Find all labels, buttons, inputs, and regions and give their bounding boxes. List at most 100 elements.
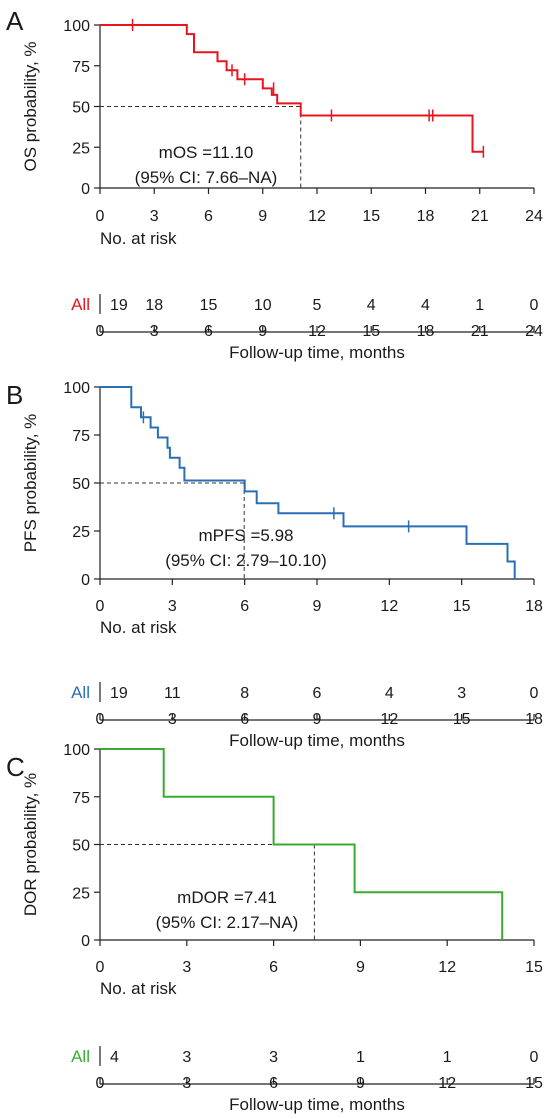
risk-x-tick-label: 6 [269, 1075, 278, 1092]
x-tick-label: 9 [258, 208, 267, 225]
risk-x-tick-label: 3 [182, 1075, 191, 1092]
risk-count: 0 [530, 297, 539, 314]
y-tick-label: 0 [81, 181, 90, 198]
y-tick-label: 25 [72, 524, 90, 541]
x-tick-label: 18 [525, 598, 543, 615]
risk-count: 0 [530, 1049, 539, 1066]
y-axis-label: OS probability, % [21, 41, 40, 171]
x-tick-label: 15 [525, 959, 543, 976]
y-tick-label: 25 [72, 140, 90, 157]
risk-count: 3 [269, 1049, 278, 1066]
risk-count: 6 [313, 685, 322, 702]
x-tick-label: 18 [417, 208, 435, 225]
x-tick-label: 15 [362, 208, 380, 225]
risk-x-tick-label: 0 [96, 711, 105, 728]
risk-x-tick-label: 15 [525, 1075, 543, 1092]
risk-group-label: All [71, 683, 90, 702]
x-tick-label: 9 [313, 598, 322, 615]
risk-x-tick-label: 3 [150, 323, 159, 340]
risk-x-tick-label: 9 [356, 1075, 365, 1092]
y-tick-label: 50 [72, 838, 90, 855]
risk-x-tick-label: 12 [380, 711, 398, 728]
median-ci-label: (95% CI: 2.17–NA) [156, 913, 299, 932]
risk-count: 0 [530, 685, 539, 702]
risk-x-tick-label: 12 [308, 323, 326, 340]
x-tick-label: 0 [96, 959, 105, 976]
risk-table-title: No. at risk [100, 229, 177, 248]
risk-count: 18 [145, 297, 163, 314]
risk-x-tick-label: 6 [240, 711, 249, 728]
median-ci-label: (95% CI: 2.79–10.10) [165, 551, 327, 570]
risk-group-label: All [71, 295, 90, 314]
survival-curve [100, 386, 516, 579]
risk-x-tick-label: 18 [417, 323, 435, 340]
risk-count: 5 [313, 297, 322, 314]
panel-letter: A [6, 6, 24, 36]
x-tick-label: 3 [182, 959, 191, 976]
median-label: mPFS =5.98 [199, 526, 294, 545]
risk-count: 4 [385, 685, 394, 702]
y-tick-label: 100 [63, 742, 90, 759]
x-tick-label: 3 [168, 598, 177, 615]
risk-count: 11 [164, 685, 181, 702]
y-tick-label: 25 [72, 885, 90, 902]
risk-x-tick-label: 0 [96, 1075, 105, 1092]
y-tick-label: 50 [72, 476, 90, 493]
risk-count: 4 [367, 297, 376, 314]
risk-count: 10 [254, 297, 272, 314]
risk-x-tick-label: 12 [438, 1075, 456, 1092]
x-tick-label: 0 [96, 598, 105, 615]
risk-count: 3 [182, 1049, 191, 1066]
panel-letter: C [6, 752, 25, 782]
risk-count: 4 [421, 297, 430, 314]
median-label: mOS =11.10 [159, 143, 254, 162]
risk-x-tick-label: 24 [525, 323, 543, 340]
risk-x-tick-label: 18 [525, 711, 543, 728]
x-tick-label: 12 [380, 598, 398, 615]
x-tick-label: 24 [525, 208, 543, 225]
risk-table-title: No. at risk [100, 618, 177, 637]
risk-x-tick-label: 9 [313, 711, 322, 728]
x-tick-label: 12 [308, 208, 326, 225]
y-axis-label: PFS probability, % [21, 414, 40, 553]
y-axis-label: DOR probability, % [21, 773, 40, 916]
risk-count: 4 [110, 1049, 119, 1066]
x-tick-label: 0 [96, 208, 105, 225]
x-axis-label: Follow-up time, months [229, 1095, 405, 1114]
risk-x-tick-label: 0 [96, 323, 105, 340]
y-tick-label: 75 [72, 790, 90, 807]
risk-group-label: All [71, 1047, 90, 1066]
x-axis-label: Follow-up time, months [229, 343, 405, 362]
risk-count: 1 [356, 1049, 365, 1066]
risk-x-tick-label: 3 [168, 711, 177, 728]
y-tick-label: 0 [81, 572, 90, 589]
risk-count: 1 [475, 297, 484, 314]
risk-count: 19 [110, 685, 128, 702]
x-axis-label: Follow-up time, months [229, 731, 405, 750]
y-tick-label: 75 [72, 428, 90, 445]
risk-count: 15 [200, 297, 218, 314]
risk-table-title: No. at risk [100, 979, 177, 998]
x-tick-label: 6 [204, 208, 213, 225]
x-tick-label: 6 [269, 959, 278, 976]
risk-x-tick-label: 9 [258, 323, 267, 340]
x-tick-label: 12 [438, 959, 456, 976]
risk-count: 1 [443, 1049, 452, 1066]
median-ci-label: (95% CI: 7.66–NA) [135, 168, 278, 187]
x-tick-label: 21 [471, 208, 489, 225]
risk-count: 3 [457, 685, 466, 702]
median-label: mDOR =7.41 [177, 888, 277, 907]
y-tick-label: 100 [63, 18, 90, 35]
risk-x-tick-label: 15 [453, 711, 471, 728]
survival-curve [100, 24, 484, 153]
survival-curve [100, 748, 504, 940]
x-tick-label: 9 [356, 959, 365, 976]
x-tick-label: 6 [240, 598, 249, 615]
risk-x-tick-label: 6 [204, 323, 213, 340]
risk-count: 8 [240, 685, 249, 702]
risk-count: 19 [110, 297, 128, 314]
panel-b: B PFS probability, % 0 25 50 75 100 0 3 6 9 12 15 18 m… [6, 380, 543, 750]
